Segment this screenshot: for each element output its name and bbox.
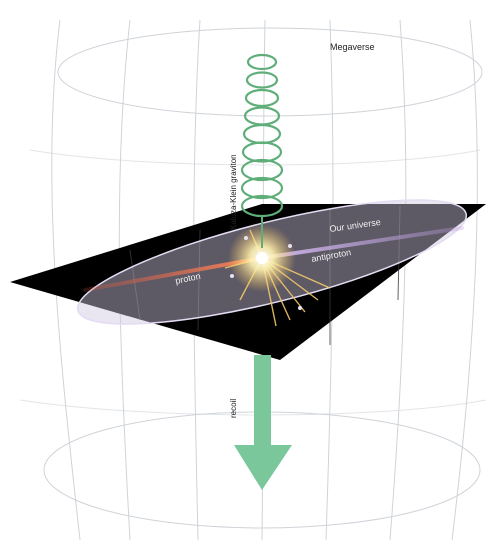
- recoil-label: recoil: [229, 399, 238, 418]
- recoil-arrow: [234, 355, 292, 490]
- graviton-coil: [240, 53, 284, 248]
- megaverse-label: Megaverse: [330, 42, 375, 52]
- kaluza-klein-graviton-label: Kaluza-Klein graviton: [229, 154, 238, 230]
- megaverse-top-ellipse: [57, 27, 483, 117]
